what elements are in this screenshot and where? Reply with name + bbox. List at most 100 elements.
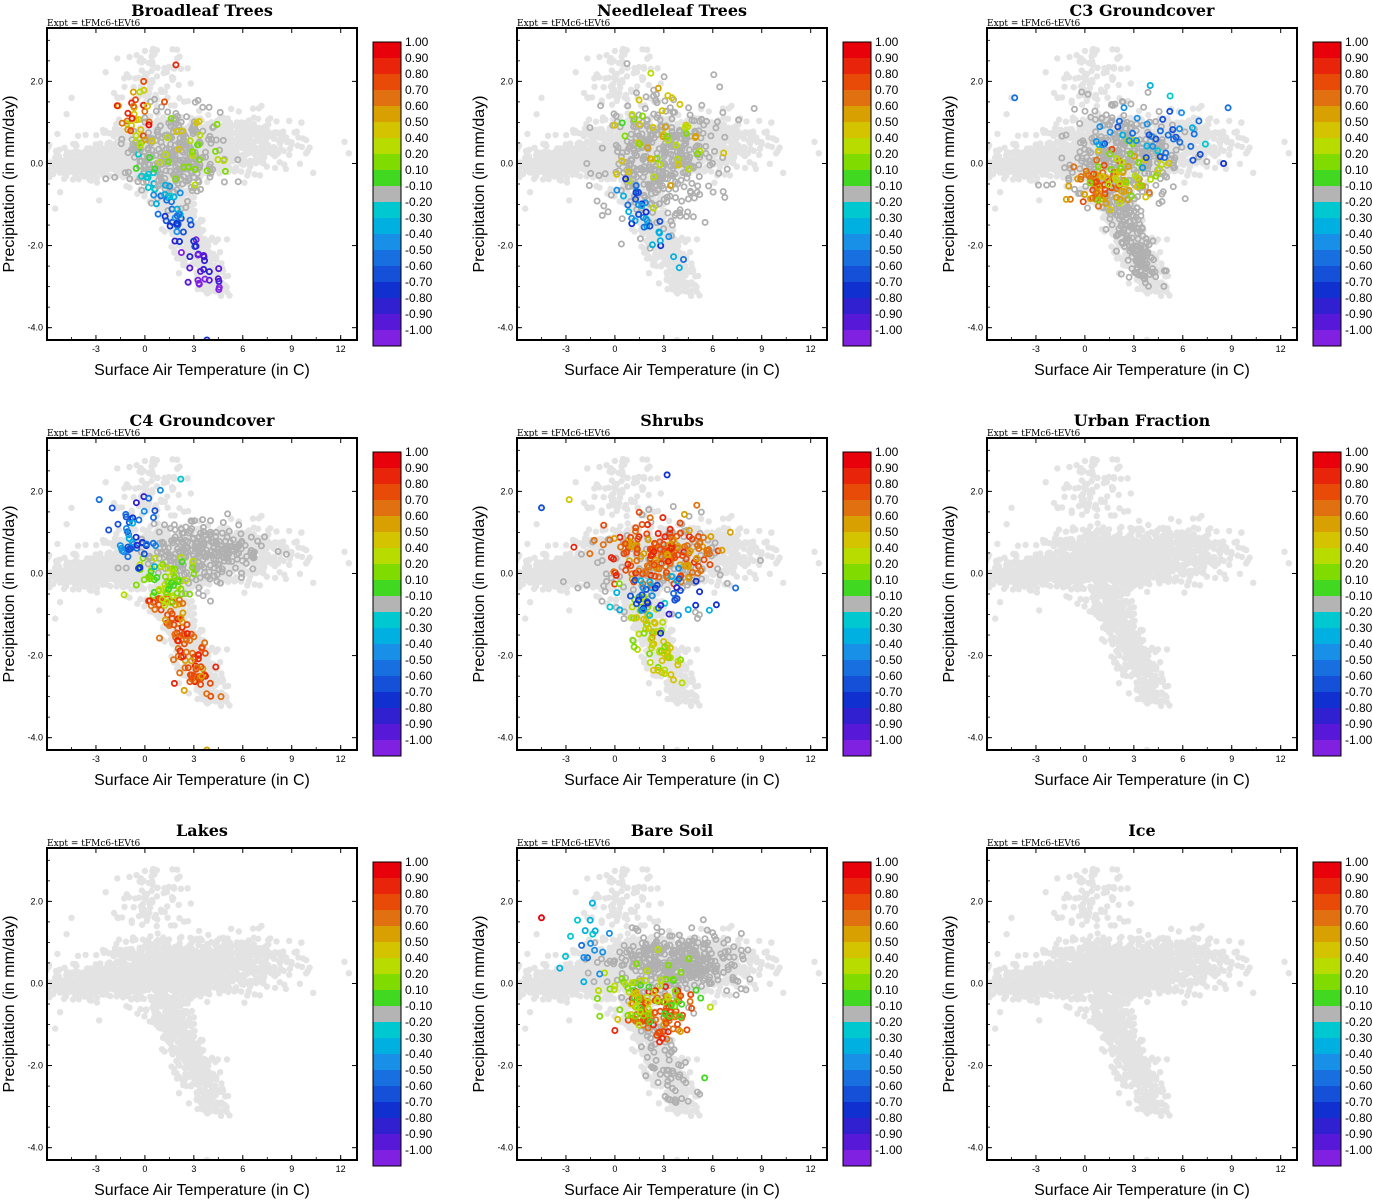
colorbar-label: -0.90 <box>405 307 433 321</box>
scatter-point-base <box>493 160 499 166</box>
scatter-point-base <box>82 131 89 139</box>
plot-frame <box>46 27 358 341</box>
scatter-point-base <box>201 235 208 243</box>
scatter-point-base <box>186 210 193 217</box>
scatter-point-base <box>110 146 117 153</box>
scatter-point-base <box>299 135 307 142</box>
y-tick-label: -4.0 <box>27 323 43 333</box>
colorbar-label: -0.10 <box>405 179 433 193</box>
scatter-point-base <box>56 189 64 196</box>
scatter-point-base <box>257 143 265 151</box>
plot-title: Needleleaf Trees <box>597 1 747 20</box>
scatter-point-base <box>226 292 233 299</box>
colorbar-segment <box>373 122 401 138</box>
scatter-point-base <box>81 173 88 180</box>
scatter-point-base <box>171 249 178 256</box>
scatter-point-base <box>487 149 493 155</box>
y-tick-label: 2.0 <box>30 76 43 86</box>
scatter-point-base <box>182 238 189 246</box>
scatter-point-base <box>535 159 542 166</box>
scatter-point-base <box>492 162 498 168</box>
scatter-point-base <box>85 148 92 155</box>
scatter-point <box>164 108 172 116</box>
scatter-point-base <box>306 144 313 151</box>
colorbar-label: 0.80 <box>405 67 429 81</box>
scatter-point <box>129 88 137 96</box>
scatter-point-base <box>233 166 240 174</box>
scatter-point-base <box>251 171 258 178</box>
scatter-point-base <box>126 184 133 191</box>
scatter-point-base <box>600 162 607 169</box>
scatter-point-base <box>574 149 582 157</box>
scatter-point-base <box>114 165 122 172</box>
scatter-point-base <box>149 78 156 85</box>
scatter-point-base <box>126 53 133 61</box>
scatter-point-base <box>678 234 686 241</box>
scatter-point-base <box>277 145 284 153</box>
scatter-point-base <box>168 243 175 250</box>
scatter-point-base <box>555 148 562 155</box>
scatter-point-base <box>693 236 701 243</box>
scatter-point-base <box>269 130 276 137</box>
scatter-point-base <box>561 150 568 158</box>
scatter-point-base <box>586 131 593 139</box>
scatter-point-base <box>21 147 27 153</box>
scatter-point-base <box>54 130 61 138</box>
x-tick-label: 9 <box>289 344 294 354</box>
colorbar-label: -0.60 <box>405 259 433 273</box>
scatter-point-base <box>187 80 194 87</box>
scatter-point-base <box>175 81 182 89</box>
scatter-point-base <box>248 132 255 139</box>
scatter-point-base <box>273 118 280 125</box>
scatter-point-base <box>38 152 44 158</box>
scatter-point-base <box>271 144 278 151</box>
colorbar-segment <box>373 202 401 218</box>
scatter-point-base <box>72 163 79 171</box>
scatter-point-base <box>539 176 547 183</box>
colorbar-label: -0.80 <box>405 291 433 305</box>
scatter-point-base <box>141 47 149 55</box>
scatter-point-base <box>580 146 587 153</box>
scatter-point-base <box>592 118 600 125</box>
scatter-point-base <box>551 173 558 180</box>
scatter-point-base <box>562 141 569 148</box>
scatter-point-base <box>121 83 128 91</box>
scatter-point-base <box>52 154 59 162</box>
scatter-point-base <box>114 55 121 62</box>
scatter-point-base <box>154 116 161 124</box>
scatter-point-base <box>296 160 304 167</box>
scatter-point-base <box>258 150 266 157</box>
scatter-point-base <box>267 149 275 157</box>
scatter-point-base <box>216 249 224 256</box>
scatter-point-base <box>544 132 552 139</box>
colorbar-label: 0.20 <box>405 147 429 161</box>
scatter-point-base <box>599 114 607 121</box>
scatter-point-base <box>121 160 128 168</box>
scatter-point-base <box>214 236 222 243</box>
scatter-point-base <box>504 168 510 174</box>
scatter-point-base <box>149 48 156 55</box>
scatter-point-base <box>225 124 232 131</box>
scatter-point-base <box>96 197 103 204</box>
scatter-point-base <box>89 169 96 177</box>
scatter-point-base <box>148 67 155 75</box>
scatter-point-base <box>250 138 258 145</box>
scatter-points <box>18 45 352 340</box>
x-tick-label: 6 <box>240 344 245 354</box>
scatter-point-base <box>74 132 82 139</box>
scatter-point-base <box>282 165 290 173</box>
scatter-point <box>160 98 168 106</box>
scatter-point-base <box>173 46 181 53</box>
colorbar-segment <box>373 250 401 266</box>
scatter-point-base <box>235 138 242 145</box>
scatter-point-base <box>222 273 229 280</box>
scatter-point-base <box>249 105 257 112</box>
expt-label: Expt = tFMc6-tEVt6 <box>47 19 140 29</box>
scatter-point-base <box>258 132 266 139</box>
scatter-point-base <box>711 179 718 186</box>
scatter-point-base <box>114 94 121 101</box>
scatter-point-base <box>169 76 176 84</box>
scatter-point-base <box>18 172 24 178</box>
scatter-point-base <box>294 142 301 149</box>
